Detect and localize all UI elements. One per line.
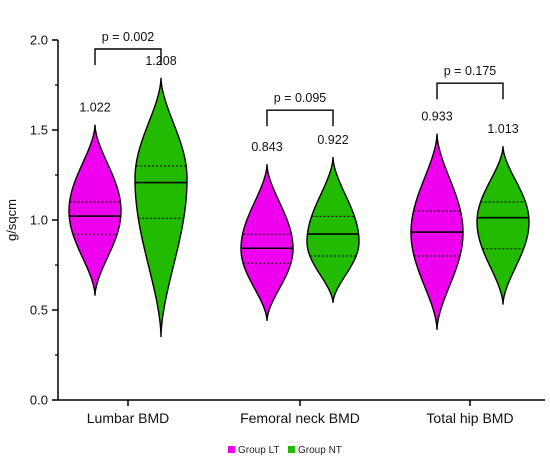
p-value-label: p = 0.002 <box>102 30 155 44</box>
significance-bracket: p = 0.002 <box>94 30 162 65</box>
median-value-label: 0.843 <box>251 140 282 154</box>
violin-body <box>240 164 294 321</box>
legend-swatch <box>228 446 235 453</box>
bracket-line <box>266 109 334 127</box>
violin-group-nt-0: 1.208 <box>134 54 188 338</box>
median-value-label: 0.922 <box>317 133 348 147</box>
violin-body <box>306 156 360 303</box>
median-value-label: 1.013 <box>487 122 518 136</box>
violin-group-lt-1: 0.843 <box>240 140 294 321</box>
y-tick-label: 0.0 <box>30 393 48 408</box>
axes: 0.0 0.5 1.0 1.5 2.0 Lumbar BMD Femoral neck BM… <box>30 33 545 426</box>
violin-group-lt-0: 1.022 <box>68 101 122 296</box>
violin-body <box>476 146 530 305</box>
y-tick-label: 0.5 <box>30 303 48 318</box>
bracket-line <box>94 48 162 65</box>
x-tick-label: Lumbar BMD <box>87 410 169 426</box>
p-value-label: p = 0.175 <box>444 64 497 78</box>
legend-item-group-nt: Group NT <box>288 445 342 456</box>
median-value-label: 1.022 <box>79 101 110 115</box>
bracket-line <box>436 82 504 100</box>
comparisons: p = 0.002 p = 0.095 p = 0.175 <box>94 30 504 127</box>
legend-label: Group NT <box>298 445 342 456</box>
significance-bracket: p = 0.095 <box>266 91 334 127</box>
p-value-label: p = 0.095 <box>274 91 327 105</box>
x-tick-label: Total hip BMD <box>426 410 513 426</box>
legend-label: Group LT <box>238 445 280 456</box>
y-axis-title: g/sqcm <box>4 199 19 241</box>
violins: 1.022 0.843 0.933 1.208 0.922 1.013 <box>68 54 530 338</box>
legend-item-group-lt: Group LT <box>228 445 280 456</box>
legend: Group LT Group NT <box>228 445 342 456</box>
violin-body <box>68 124 122 296</box>
violin-body <box>134 77 188 338</box>
y-tick-label: 1.5 <box>30 123 48 138</box>
significance-bracket: p = 0.175 <box>436 64 504 100</box>
legend-swatch <box>288 446 295 453</box>
violin-group-nt-2: 1.013 <box>476 122 530 305</box>
y-tick-label: 1.0 <box>30 213 48 228</box>
violin-group-nt-1: 0.922 <box>306 133 360 303</box>
y-tick-label: 2.0 <box>30 33 48 48</box>
median-value-label: 0.933 <box>421 110 452 124</box>
x-tick-label: Femoral neck BMD <box>240 410 360 426</box>
violin-group-lt-2: 0.933 <box>410 110 464 330</box>
